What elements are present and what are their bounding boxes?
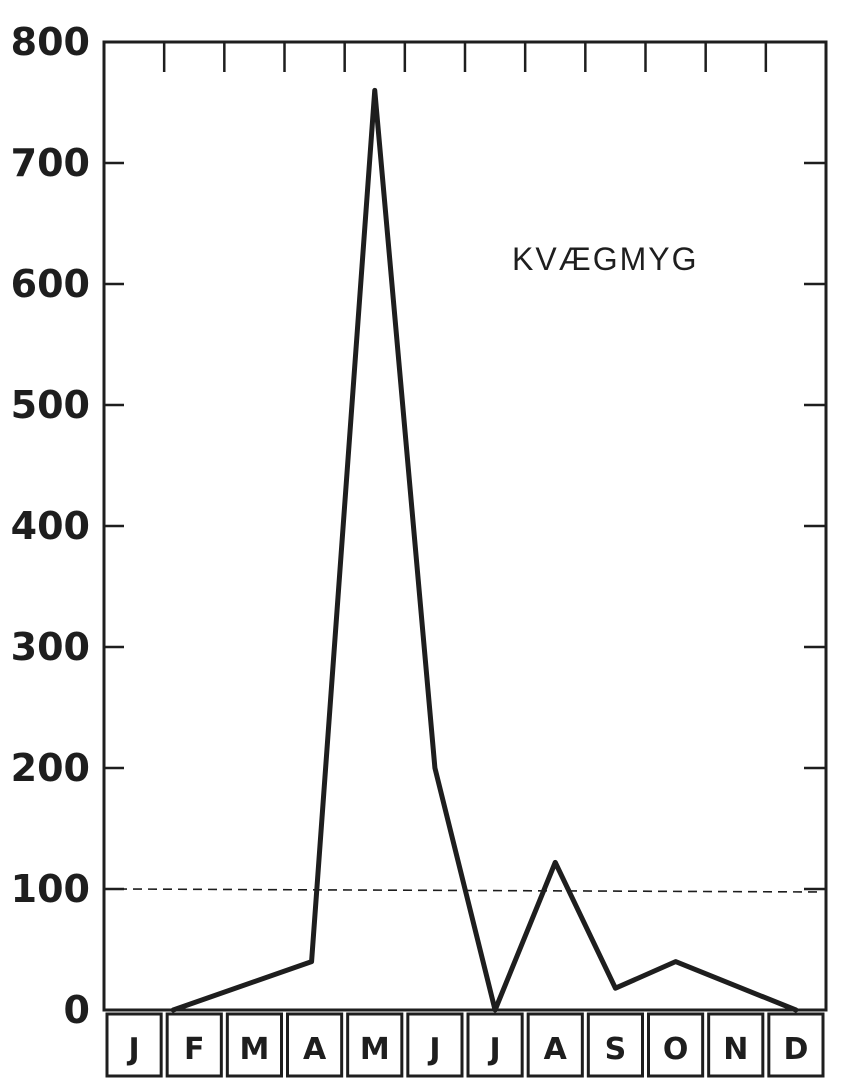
ytick-label: 700 [11, 141, 90, 185]
month-label: D [783, 1032, 808, 1067]
month-box [346, 1012, 404, 1078]
ytick-label: 800 [11, 20, 90, 64]
month-box [225, 1012, 283, 1078]
month-label: M [239, 1032, 269, 1067]
month-box [406, 1012, 464, 1078]
month-label: O [663, 1032, 689, 1067]
month-label: F [184, 1032, 205, 1067]
data-point [309, 959, 314, 964]
month-label: A [303, 1032, 327, 1067]
month-box [165, 1012, 223, 1078]
data-point [372, 88, 377, 93]
month-label: A [544, 1032, 568, 1067]
ytick-label: 200 [11, 746, 90, 790]
month-label: J [427, 1032, 440, 1067]
month-box [105, 1012, 163, 1078]
ytick-label: 600 [11, 262, 90, 306]
month-label: J [126, 1032, 139, 1067]
month-label: J [487, 1032, 500, 1067]
data-point [432, 765, 438, 771]
month-box [526, 1012, 584, 1078]
reference-line [117, 888, 823, 893]
month-box [647, 1012, 705, 1078]
data-point [613, 986, 618, 991]
month-label: S [605, 1032, 627, 1067]
month-label: N [723, 1032, 748, 1067]
month-box [586, 1012, 644, 1078]
annotation-label: KVÆGMYG [512, 241, 698, 277]
series-line [170, 87, 799, 1013]
plot-frame [102, 40, 828, 1012]
ytick-label: 400 [11, 504, 90, 548]
ytick-label: 500 [11, 383, 90, 427]
data-point [673, 959, 678, 964]
month-label: M [360, 1032, 390, 1067]
ytick-label: 0 [64, 988, 90, 1032]
ytick-label: 100 [11, 867, 90, 911]
data-point [492, 1007, 498, 1013]
ytick-label: 300 [11, 625, 90, 669]
month-box [466, 1012, 524, 1078]
month-box [767, 1012, 825, 1078]
data-point [553, 860, 558, 865]
month-box [707, 1012, 765, 1078]
month-box [286, 1012, 344, 1078]
data-point [170, 1007, 176, 1013]
data-point [793, 1007, 799, 1013]
